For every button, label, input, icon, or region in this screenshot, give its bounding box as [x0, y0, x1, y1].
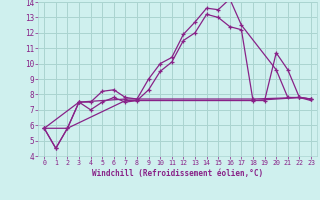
X-axis label: Windchill (Refroidissement éolien,°C): Windchill (Refroidissement éolien,°C) [92, 169, 263, 178]
